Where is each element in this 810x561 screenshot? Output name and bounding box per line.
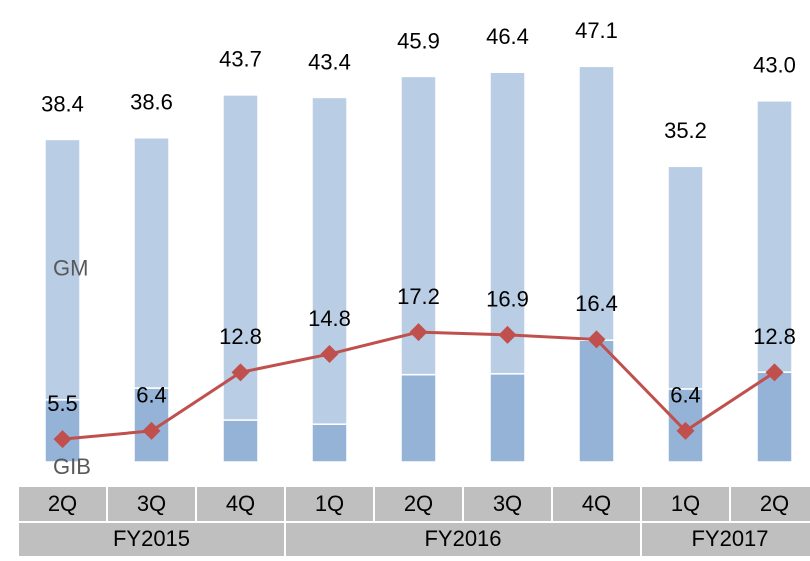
x-tick-label: 1Q [315,491,344,516]
group-label: FY2017 [691,526,768,551]
line-label: 12.8 [219,324,262,349]
line-label: 16.4 [575,291,618,316]
marker [676,421,695,440]
bar-segment [489,373,526,463]
bar-segment [667,388,704,463]
marker [231,363,250,382]
bar-segment [578,339,615,463]
bar-segment [400,373,437,463]
marker [498,325,517,344]
marker [765,363,784,382]
bar-segment [489,71,526,375]
category-cell [731,487,810,521]
x-tick-label: 2Q [760,491,789,516]
group-cell [642,523,810,556]
group-label: FY2015 [113,526,190,551]
bar-segment [222,419,259,463]
total-label: 38.6 [130,90,173,115]
total-label: 45.9 [397,28,440,53]
total-label: 46.4 [486,24,529,49]
category-cell [553,487,640,521]
line-label: 16.9 [486,287,529,312]
bar-segment [133,137,170,389]
marker [142,421,161,440]
bar-segment [44,138,81,401]
line-label: 6.4 [136,383,167,408]
total-label: 43.4 [308,49,351,74]
line-label: 6.4 [670,383,701,408]
line-label: 17.2 [397,284,440,309]
x-tick-label: 3Q [493,491,522,516]
category-cell [19,487,106,521]
category-cell [197,487,284,521]
x-tick-label: 4Q [582,491,611,516]
x-tick-label: 2Q [48,491,77,516]
line-label: 14.8 [308,306,351,331]
group-label: FY2016 [424,526,501,551]
line-label: 12.8 [753,324,796,349]
x-tick-label: 3Q [137,491,166,516]
bar-segment [667,165,704,390]
total-label: 43.0 [753,53,796,78]
category-cell [464,487,551,521]
bar-segment [311,96,348,425]
series-name: GIB [53,454,91,479]
group-cell [19,523,284,556]
marker [587,330,606,349]
line-label: 5.5 [47,391,78,416]
category-cell [286,487,373,521]
total-label: 35.2 [664,118,707,143]
total-label: 43.7 [219,47,262,72]
marker [53,430,72,449]
group-cell [286,523,640,556]
category-cell [108,487,195,521]
total-label: 38.4 [41,91,84,116]
x-tick-label: 4Q [226,491,255,516]
marker [320,345,339,364]
bar-segment [756,371,793,463]
x-tick-label: 1Q [671,491,700,516]
category-cell [375,487,462,521]
x-tick-label: 2Q [404,491,433,516]
total-label: 47.1 [575,18,618,43]
series-name: GM [53,255,88,280]
marker [409,323,428,342]
bar-segment [311,423,348,463]
category-cell [642,487,729,521]
